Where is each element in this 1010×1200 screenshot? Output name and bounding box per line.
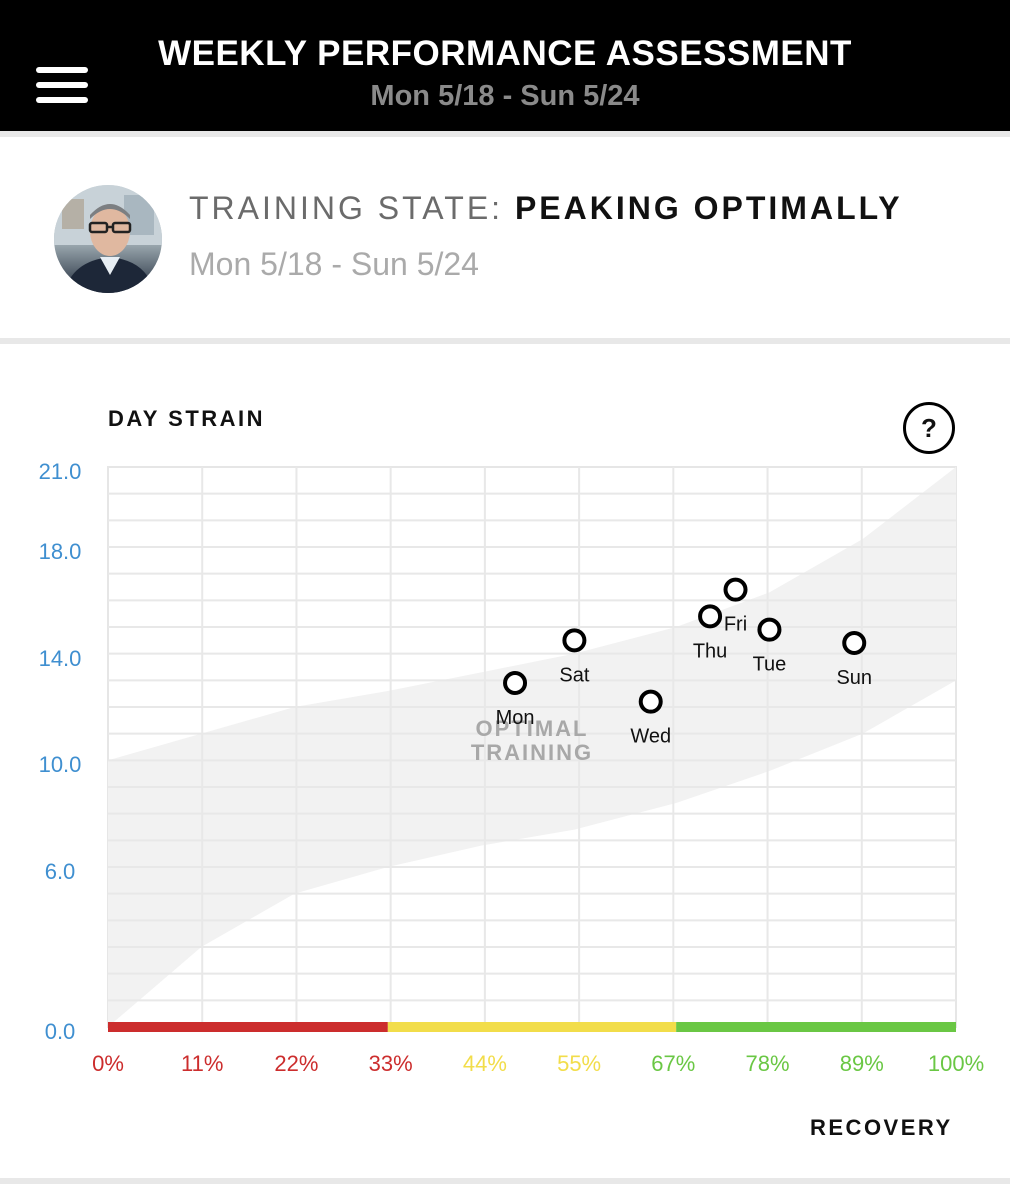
- divider: [0, 131, 1010, 137]
- day-point-label: Tue: [753, 654, 787, 676]
- page-date-range: Mon 5/18 - Sun 5/24: [370, 80, 640, 112]
- day-point-label: Sun: [836, 667, 872, 689]
- y-tick-label: 10.0: [39, 752, 82, 777]
- x-tick-label: 0%: [92, 1051, 124, 1076]
- x-tick-label: 44%: [463, 1051, 507, 1076]
- day-point-sun: [842, 631, 867, 655]
- x-tick-label: 89%: [840, 1051, 884, 1076]
- page-title: WEEKLY PERFORMANCE ASSESSMENT: [158, 34, 852, 73]
- y-axis-title: DAY STRAIN: [108, 406, 266, 431]
- y-tick-label: 6.0: [45, 859, 76, 884]
- x-axis-title: RECOVERY: [810, 1115, 953, 1140]
- day-point-label: Sat: [559, 664, 589, 686]
- day-point-thu: [698, 604, 723, 629]
- x-tick-label: 100%: [928, 1051, 984, 1076]
- divider: [0, 1178, 1010, 1184]
- x-tick-label: 33%: [369, 1051, 413, 1076]
- day-point-wed: [638, 689, 663, 714]
- training-state-label: TRAINING STATE:: [189, 190, 504, 226]
- strain-recovery-chart: 21.0 18.0 14.0 10.0 6.0 0.0 0% 11% 22% 33% 44% 55% 6…: [39, 459, 985, 1076]
- y-tick-label: 0.0: [45, 1019, 76, 1044]
- divider: [0, 338, 1010, 344]
- training-state-value: PEAKING OPTIMALLY: [514, 190, 903, 226]
- day-point-fri: [723, 577, 748, 602]
- training-state-dates: Mon 5/18 - Sun 5/24: [189, 246, 479, 282]
- x-tick-label: 22%: [274, 1051, 318, 1076]
- optimal-training-label: TRAINING: [471, 740, 593, 765]
- optimal-training-band: [108, 467, 956, 1027]
- day-point-label: Mon: [496, 707, 535, 729]
- recovery-zone-green: [676, 1022, 956, 1032]
- help-icon[interactable]: ?: [903, 402, 955, 454]
- y-tick-label: 18.0: [39, 539, 82, 564]
- day-point-label: Wed: [630, 726, 671, 748]
- recovery-zone-red: [108, 1022, 388, 1032]
- y-tick-label: 21.0: [39, 459, 82, 484]
- hamburger-menu-icon[interactable]: [36, 67, 88, 103]
- y-tick-label: 14.0: [39, 646, 82, 671]
- x-tick-label: 55%: [557, 1051, 601, 1076]
- recovery-zone-yellow: [387, 1022, 677, 1032]
- day-point-tue: [757, 617, 782, 642]
- day-point-label: Thu: [693, 640, 727, 662]
- day-point-label: Fri: [724, 614, 747, 636]
- optimal-training-label: OPTIMAL: [476, 716, 589, 741]
- app-header: WEEKLY PERFORMANCE ASSESSMENT Mon 5/18 -…: [0, 0, 1010, 131]
- avatar-photo: [54, 185, 162, 293]
- avatar[interactable]: [54, 185, 162, 293]
- day-point-sat: [562, 628, 587, 653]
- x-tick-label: 78%: [746, 1051, 790, 1076]
- training-state: TRAINING STATE: PEAKING OPTIMALLY: [189, 190, 903, 227]
- x-tick-label: 11%: [181, 1051, 223, 1076]
- x-tick-label: 67%: [651, 1051, 695, 1076]
- day-point-mon: [503, 671, 528, 695]
